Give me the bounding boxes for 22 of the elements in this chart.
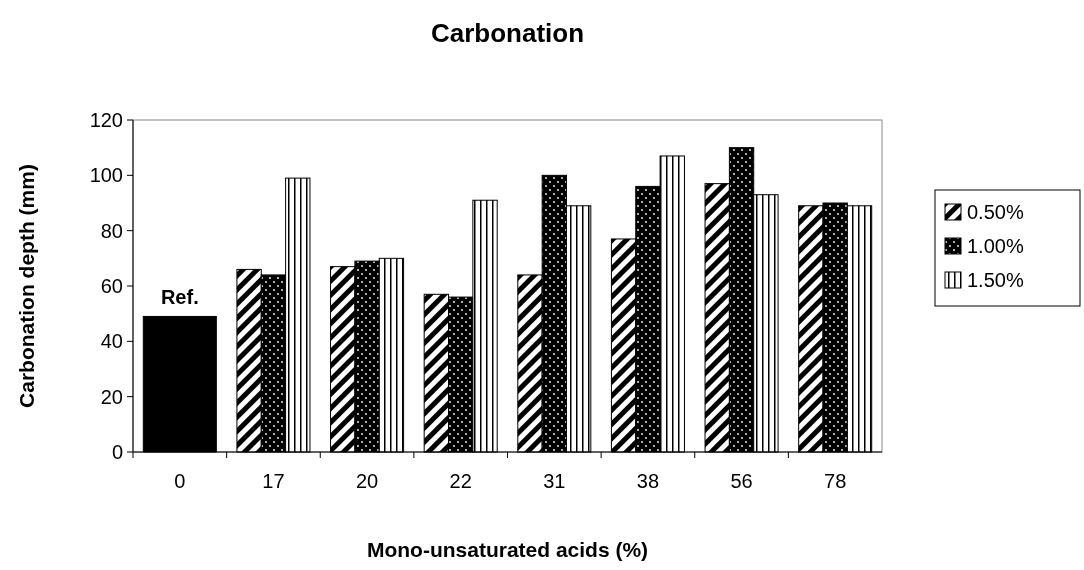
y-tick-label: 20 bbox=[100, 385, 123, 408]
x-tick-label: 17 bbox=[262, 470, 285, 492]
x-tick-label: 56 bbox=[730, 470, 753, 492]
x-tick-label: 22 bbox=[449, 470, 472, 492]
x-tick-label: 31 bbox=[543, 470, 566, 492]
y-tick-label: 40 bbox=[100, 330, 123, 353]
x-axis-title: Mono-unsaturated acids (%) bbox=[366, 538, 649, 561]
x-tick-label: 78 bbox=[824, 470, 847, 492]
y-axis-title: Carbonation depth (mm) bbox=[15, 164, 38, 408]
x-tick-label: 20 bbox=[355, 470, 379, 492]
x-tick-label: 0 bbox=[174, 470, 186, 492]
x-tick-label: 38 bbox=[636, 470, 660, 492]
annotation: Ref. bbox=[160, 286, 199, 309]
chart-title: Carbonation bbox=[430, 18, 585, 48]
y-tick-label: 120 bbox=[89, 109, 123, 131]
y-tick-label: 80 bbox=[100, 219, 123, 242]
y-tick-label: 100 bbox=[89, 164, 123, 187]
y-tick-label: 60 bbox=[100, 275, 123, 297]
legend-label: 1.50% bbox=[967, 269, 1024, 291]
legend-label: 1.00% bbox=[967, 235, 1024, 257]
legend-label: 0.50% bbox=[967, 201, 1024, 223]
y-tick-label: 0 bbox=[111, 441, 123, 463]
